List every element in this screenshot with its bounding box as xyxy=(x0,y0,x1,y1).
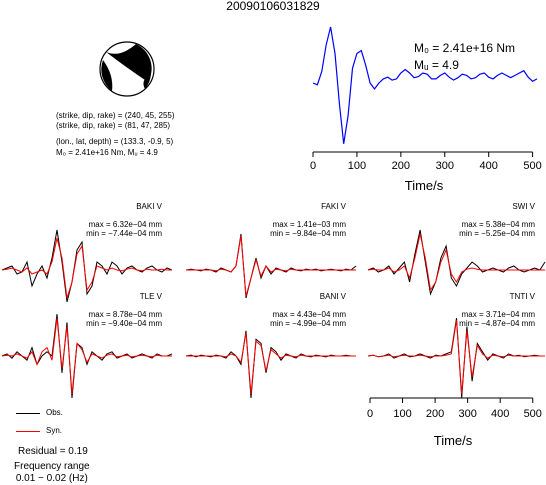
station-min: min = −4.99e−04 mm xyxy=(270,319,346,328)
syn-swatch xyxy=(16,431,40,432)
frequency-range: Frequency range 0.01 − 0.02 (Hz) xyxy=(14,461,90,485)
waveform-x-tick-label: 500 xyxy=(524,408,542,420)
moment-x-tick-label: 300 xyxy=(436,160,454,172)
moment-rate-plot: 0 100 200 300 400 500 Time/s M₀ = 2.41e+16 Nm Mᵤ… xyxy=(310,26,542,193)
syn-trace xyxy=(367,320,545,394)
station-max: max = 1.41e−03 mm xyxy=(273,220,347,229)
syn-trace xyxy=(1,318,172,394)
station-name: TNTI V xyxy=(510,292,536,301)
moment-x-tick-label: 500 xyxy=(523,160,541,172)
waveform-x-tick-label: 200 xyxy=(426,408,444,420)
station-name: BAKI V xyxy=(136,202,162,211)
station-max: max = 8.78e−04 mm xyxy=(89,310,163,319)
obs-trace xyxy=(1,313,173,399)
obs-trace xyxy=(185,330,356,399)
syn-trace xyxy=(1,237,172,299)
station-max: max = 4.43e−04 mm xyxy=(273,310,347,319)
frequency-values: 0.01 − 0.02 (Hz) xyxy=(15,473,88,484)
station-min: min = −9.40e−04 mm xyxy=(86,319,162,328)
station-min: min = −5.25e−04 mm xyxy=(459,229,535,238)
station-name: SWI V xyxy=(512,202,535,211)
station-name: FAKI V xyxy=(321,202,347,211)
station-min: min = −4.87e−04 mm xyxy=(459,319,535,328)
moment-line: M₀ = 2.41e+16 Nm, Mᵤ = 4.9 xyxy=(56,147,158,157)
station-min: min = −9.84e−04 mm xyxy=(270,229,346,238)
moment-rate-line xyxy=(312,26,538,144)
moment-x-tick-label: 100 xyxy=(348,160,366,172)
waveform-time-axis: 0 100 200 300 400 500 Time/s xyxy=(367,397,542,448)
moment-x-tick-label: 400 xyxy=(480,160,498,172)
frequency-title: Frequency range xyxy=(14,461,90,472)
obs-trace xyxy=(367,318,545,399)
page-title: 20090106031829 xyxy=(226,0,320,13)
waveform-x-tick-label: 100 xyxy=(393,408,411,420)
moment-x-tick-label: 0 xyxy=(310,160,316,172)
station-max: max = 5.38e−04 mm xyxy=(462,220,536,229)
station-min: min = −7.44e−04 mm xyxy=(86,229,162,238)
station-max: max = 3.71e−04 mm xyxy=(462,310,536,319)
moment-x-tick-label: 200 xyxy=(392,160,410,172)
station-name: TLE V xyxy=(140,292,163,301)
nodal-plane-2: (strike, dip, rake) = (81, 47, 285) xyxy=(56,121,171,131)
waveform-x-tick-label: 0 xyxy=(367,408,373,420)
beachball-icon xyxy=(99,41,155,97)
location-line: (lon., lat, depth) = (133.3, -0.9, 5) xyxy=(56,137,174,147)
moment-annotation-mw: Mᵤ = 4.9 xyxy=(414,58,459,72)
residual-text: Residual = 0.19 xyxy=(18,446,88,457)
waveform-x-tick-label: 400 xyxy=(491,408,509,420)
syn-trace xyxy=(186,235,356,297)
obs-trace xyxy=(185,233,357,299)
mechanism-parameters: (strike, dip, rake) = (240, 45, 255) (st… xyxy=(56,111,175,158)
syn-trace xyxy=(367,233,545,292)
obs-swatch xyxy=(16,413,40,414)
syn-label: Syn. xyxy=(46,426,63,435)
station-name: BANI V xyxy=(320,292,347,301)
nodal-plane-1: (strike, dip, rake) = (240, 45, 255) xyxy=(56,111,175,120)
waveform-x-axis-label: Time/s xyxy=(434,433,473,448)
station-max: max = 6.32e−04 mm xyxy=(89,220,163,229)
syn-trace xyxy=(186,332,356,394)
moment-x-axis-label: Time/s xyxy=(405,178,444,193)
obs-label: Obs. xyxy=(46,408,63,417)
obs-trace xyxy=(367,229,546,296)
moment-annotation-m0: M₀ = 2.41e+16 Nm xyxy=(414,41,515,55)
waveform-x-tick-label: 300 xyxy=(458,408,476,420)
